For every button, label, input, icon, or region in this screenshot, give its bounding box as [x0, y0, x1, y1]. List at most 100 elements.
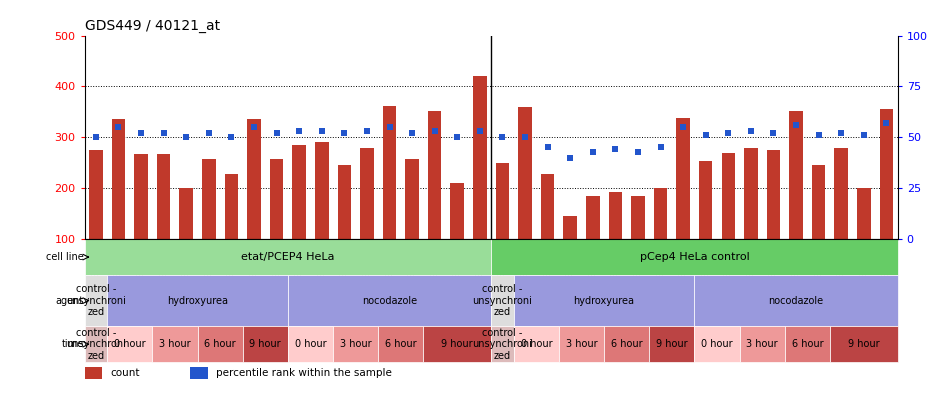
Bar — [830, 326, 898, 362]
Text: 9 hour: 9 hour — [249, 339, 281, 349]
Bar — [514, 275, 695, 326]
Bar — [85, 239, 491, 275]
Text: 6 hour: 6 hour — [791, 339, 823, 349]
Bar — [225, 174, 238, 239]
Bar — [559, 326, 604, 362]
Point — [563, 154, 578, 161]
Bar — [157, 154, 170, 239]
Text: GDS449 / 40121_at: GDS449 / 40121_at — [85, 19, 220, 33]
Bar — [243, 326, 288, 362]
Text: count: count — [111, 368, 140, 378]
Point — [224, 134, 239, 141]
Bar — [428, 111, 442, 239]
Text: 3 hour: 3 hour — [340, 339, 371, 349]
Bar — [740, 326, 785, 362]
Point — [766, 130, 781, 136]
Text: 9 hour: 9 hour — [848, 339, 880, 349]
Bar — [197, 326, 243, 362]
Bar — [107, 275, 288, 326]
Bar — [360, 148, 374, 239]
Bar — [491, 275, 514, 326]
Bar — [677, 118, 690, 239]
Text: 6 hour: 6 hour — [385, 339, 416, 349]
Point — [811, 132, 826, 139]
Bar — [180, 188, 193, 239]
Point — [359, 128, 374, 134]
Point — [111, 124, 126, 130]
Bar — [247, 120, 260, 239]
Text: nocodazole: nocodazole — [769, 296, 823, 306]
Bar — [423, 326, 491, 362]
Text: 6 hour: 6 hour — [204, 339, 236, 349]
Bar — [85, 367, 102, 379]
Bar — [288, 275, 491, 326]
Text: 9 hour: 9 hour — [442, 339, 473, 349]
Point — [879, 120, 894, 126]
Bar — [518, 107, 532, 239]
Point — [314, 128, 329, 134]
Text: agent: agent — [55, 296, 84, 306]
Point — [382, 124, 397, 130]
Bar — [722, 152, 735, 239]
Bar — [383, 106, 397, 239]
Bar — [292, 145, 306, 239]
Text: 0 hour: 0 hour — [114, 339, 146, 349]
Point — [698, 132, 713, 139]
Text: 0 hour: 0 hour — [521, 339, 552, 349]
Bar — [857, 188, 870, 239]
Bar — [491, 239, 898, 275]
Text: 0 hour: 0 hour — [294, 339, 326, 349]
Point — [427, 128, 442, 134]
Text: time: time — [61, 339, 84, 349]
Point — [834, 130, 849, 136]
Point — [156, 130, 171, 136]
Bar — [134, 154, 148, 239]
Bar — [812, 165, 825, 239]
Bar — [540, 174, 555, 239]
Text: 3 hour: 3 hour — [746, 339, 778, 349]
Bar — [333, 326, 378, 362]
Bar — [835, 148, 848, 239]
Text: control -
unsynchroni
zed: control - unsynchroni zed — [66, 284, 126, 317]
Bar — [604, 326, 650, 362]
Text: nocodazole: nocodazole — [362, 296, 417, 306]
Bar — [202, 159, 215, 239]
Point — [631, 148, 646, 155]
Text: hydroxyurea: hydroxyurea — [167, 296, 228, 306]
Point — [404, 130, 419, 136]
Bar — [744, 148, 758, 239]
Bar — [767, 150, 780, 239]
Point — [449, 134, 464, 141]
Bar — [514, 326, 559, 362]
Text: 0 hour: 0 hour — [701, 339, 733, 349]
Bar — [152, 326, 197, 362]
Point — [179, 134, 194, 141]
Bar — [650, 326, 695, 362]
Bar — [85, 326, 107, 362]
Text: pCep4 HeLa control: pCep4 HeLa control — [639, 252, 749, 262]
Bar — [315, 142, 329, 239]
Bar — [586, 196, 600, 239]
Bar — [631, 196, 645, 239]
Point — [133, 130, 149, 136]
Bar — [112, 120, 125, 239]
Bar — [563, 216, 577, 239]
Bar — [378, 326, 423, 362]
Bar — [473, 76, 487, 239]
Text: etat/PCEP4 HeLa: etat/PCEP4 HeLa — [242, 252, 335, 262]
Point — [337, 130, 352, 136]
Bar — [288, 326, 333, 362]
Point — [653, 144, 668, 150]
Point — [518, 134, 533, 141]
Point — [540, 144, 556, 150]
Bar — [608, 192, 622, 239]
Bar — [107, 326, 152, 362]
Text: 9 hour: 9 hour — [656, 339, 688, 349]
Point — [856, 132, 871, 139]
Point — [201, 130, 216, 136]
Bar — [405, 159, 419, 239]
Bar — [495, 163, 509, 239]
Point — [721, 130, 736, 136]
Bar — [785, 326, 830, 362]
Text: 3 hour: 3 hour — [159, 339, 191, 349]
